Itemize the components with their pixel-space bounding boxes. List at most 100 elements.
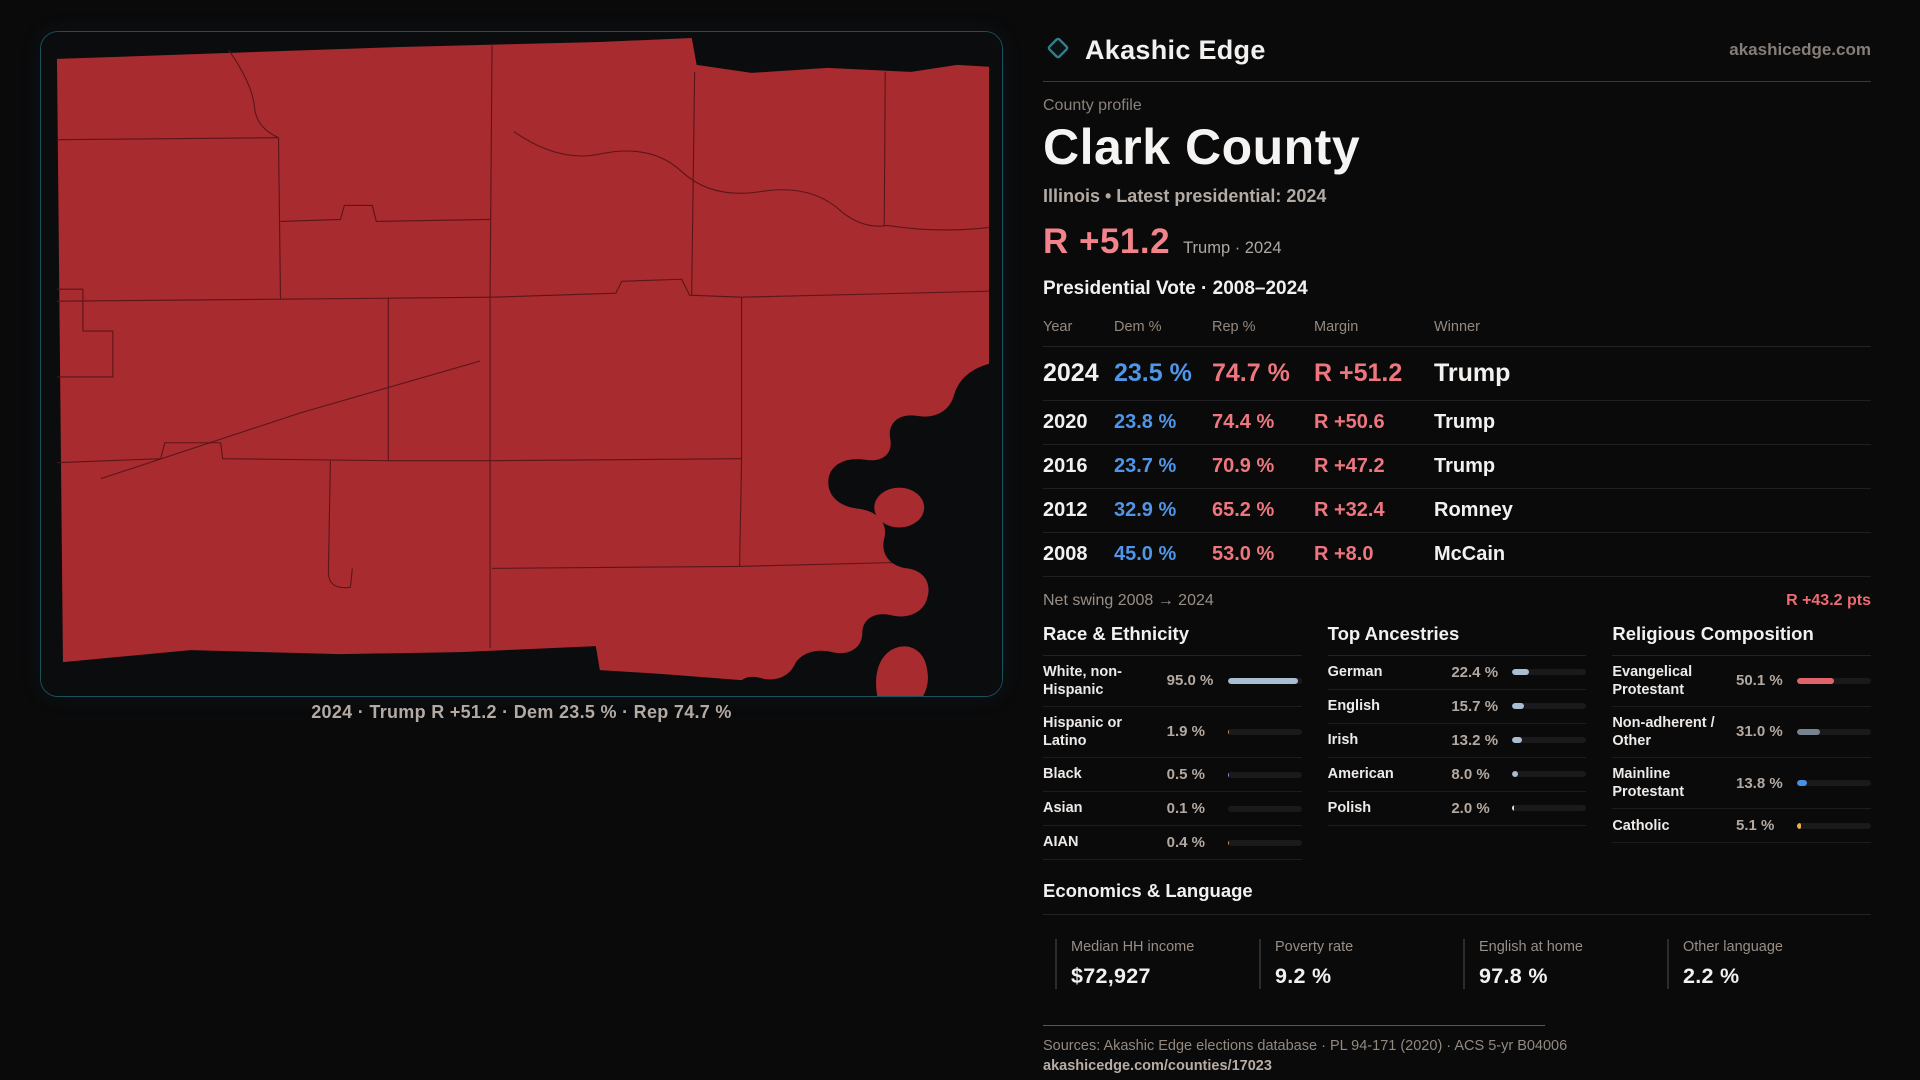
demo-bar [1227, 805, 1302, 812]
stat-value: 97.8 % [1479, 964, 1548, 988]
stat-label: Poverty rate [1275, 939, 1354, 955]
demo-value: 1.9 % [1166, 723, 1206, 741]
demo-row: Black 0.5 % [1043, 758, 1302, 792]
county-map-card [40, 31, 1003, 697]
county-url-link[interactable]: akashicedge.com/counties/17023 [1043, 1058, 1272, 1074]
net-swing-value: R +43.2 pts [1786, 591, 1871, 609]
column-header: Year [1043, 318, 1073, 335]
demo-row: Mainline Protestant 13.8 % [1612, 758, 1871, 810]
subtitle: Illinois • Latest presidential: 2024 [1043, 185, 1327, 206]
stat-box: Median HH income $72,927 [1055, 939, 1259, 989]
rep-cell: 74.7 % [1212, 358, 1290, 387]
table-row: 2020 23.8 % 74.4 % R +50.6 Trump [1043, 401, 1871, 445]
demo-bar [1227, 771, 1302, 778]
column-header: Margin [1314, 318, 1359, 335]
page-title: Clark County [1043, 119, 1361, 175]
demo-row: Hispanic or Latino 1.9 % [1043, 707, 1302, 758]
table-header-row: Year Dem % Rep % Margin Winner [1043, 310, 1871, 347]
stat-value: $72,927 [1071, 964, 1151, 988]
year-cell: 2020 [1043, 410, 1088, 433]
demo-bar [1227, 728, 1302, 735]
county-map [41, 32, 1002, 696]
economics-title: Economics & Language [1043, 880, 1871, 915]
table-row: 2008 45.0 % 53.0 % R +8.0 McCain [1043, 533, 1871, 577]
rep-cell: 74.4 % [1212, 410, 1275, 433]
demo-row: English 15.7 % [1327, 690, 1587, 724]
demo-row: American 8.0 % [1327, 758, 1587, 792]
county-knob [874, 487, 925, 528]
demo-label: English [1327, 697, 1381, 714]
margin-stat: R +51.2 [1043, 221, 1171, 261]
demo-row: Non-adherent / Other 31.0 % [1612, 707, 1871, 758]
rep-cell: 70.9 % [1212, 454, 1275, 477]
table-row: 2016 23.7 % 70.9 % R +47.2 Trump [1043, 445, 1871, 489]
section-race: Race & Ethnicity White, non-Hispanic 95.0 … [1043, 623, 1302, 860]
demo-bar [1512, 805, 1587, 811]
eyebrow: County profile [1043, 97, 1142, 114]
section-religion: Religious Composition Evangelical Protest… [1612, 623, 1871, 861]
year-cell: 2024 [1043, 358, 1099, 387]
section-title: Top Ancestries [1327, 623, 1587, 656]
map-notch [690, 32, 1002, 73]
section-title: Religious Composition [1612, 623, 1871, 656]
year-cell: 2012 [1043, 498, 1088, 521]
margin-cell: R +51.2 [1314, 358, 1403, 387]
section-ancestries: Top Ancestries German 22.4 % English 15.7 % I… [1327, 623, 1587, 861]
demo-bar [1512, 703, 1587, 709]
brand: Akashic Edge [1043, 33, 1266, 68]
demo-bar [1512, 771, 1587, 777]
demo-label: German [1327, 663, 1383, 680]
demo-row: Evangelical Protestant 50.1 % [1612, 656, 1871, 707]
net-swing-row: Net swing 2008 → 2024 R +43.2 pts [1043, 577, 1871, 610]
section-title: Race & Ethnicity [1043, 623, 1302, 656]
presidential-vote-table: Year Dem % Rep % Margin Winner 2024 23.5 % 74.7… [1043, 310, 1871, 577]
demo-label: Hispanic or Latino [1043, 714, 1122, 749]
demo-row: Polish 2.0 % [1327, 792, 1587, 826]
table-row: 2024 23.5 % 74.7 % R +51.2 Trump [1043, 347, 1871, 401]
demo-value: 15.7 % [1451, 697, 1499, 715]
margin-cell: R +47.2 [1314, 454, 1385, 477]
river-cutout [733, 361, 1002, 696]
profile-panel: Akashic Edge akashicedge.com County prof… [1043, 30, 1871, 1075]
year-cell: 2008 [1043, 542, 1088, 565]
brand-domain-link[interactable]: akashicedge.com [1729, 40, 1871, 59]
winner-cell: Romney [1434, 498, 1513, 521]
demo-bar [1796, 780, 1871, 787]
stat-box: Poverty rate 9.2 % [1259, 939, 1463, 989]
column-header: Rep % [1212, 318, 1256, 335]
demo-bar [1796, 822, 1871, 829]
brand-name: Akashic Edge [1085, 34, 1266, 65]
headline-stat: R +51.2 Trump · 2024 [1043, 222, 1871, 262]
dem-cell: 45.0 % [1114, 542, 1177, 565]
demo-label: Catholic [1612, 817, 1670, 834]
demo-label: AIAN [1043, 834, 1079, 851]
year-cell: 2016 [1043, 454, 1088, 477]
demo-row: Catholic 5.1 % [1612, 809, 1871, 844]
rep-cell: 53.0 % [1212, 542, 1275, 565]
demo-label: Asian [1043, 800, 1083, 817]
demo-value: 5.1 % [1735, 817, 1775, 835]
demo-label: White, non-Hispanic [1043, 663, 1122, 698]
demo-label: Irish [1327, 731, 1359, 748]
demo-bar [1227, 677, 1302, 684]
dem-cell: 23.8 % [1114, 410, 1177, 433]
demo-value: 13.2 % [1451, 731, 1499, 749]
demo-bar [1512, 737, 1587, 743]
demo-label: Mainline Protestant [1612, 766, 1685, 801]
margin-cell: R +8.0 [1314, 542, 1374, 565]
demo-value: 22.4 % [1451, 663, 1499, 681]
demo-value: 13.8 % [1735, 774, 1783, 792]
demo-row: Asian 0.1 % [1043, 792, 1302, 826]
net-swing-label: Net swing 2008 → 2024 [1043, 591, 1214, 609]
demo-label: Polish [1327, 799, 1372, 816]
demo-value: 8.0 % [1451, 765, 1490, 783]
demo-label: American [1327, 765, 1394, 782]
margin-cell: R +50.6 [1314, 410, 1385, 433]
margin-stat-context: Trump · 2024 [1183, 238, 1282, 257]
dem-cell: 32.9 % [1114, 498, 1177, 521]
demo-label: Evangelical Protestant [1612, 663, 1693, 698]
township-boundaries [56, 43, 990, 649]
stat-label: Other language [1683, 939, 1783, 955]
stat-box: Other language 2.2 % [1667, 939, 1871, 989]
dem-cell: 23.7 % [1114, 454, 1177, 477]
